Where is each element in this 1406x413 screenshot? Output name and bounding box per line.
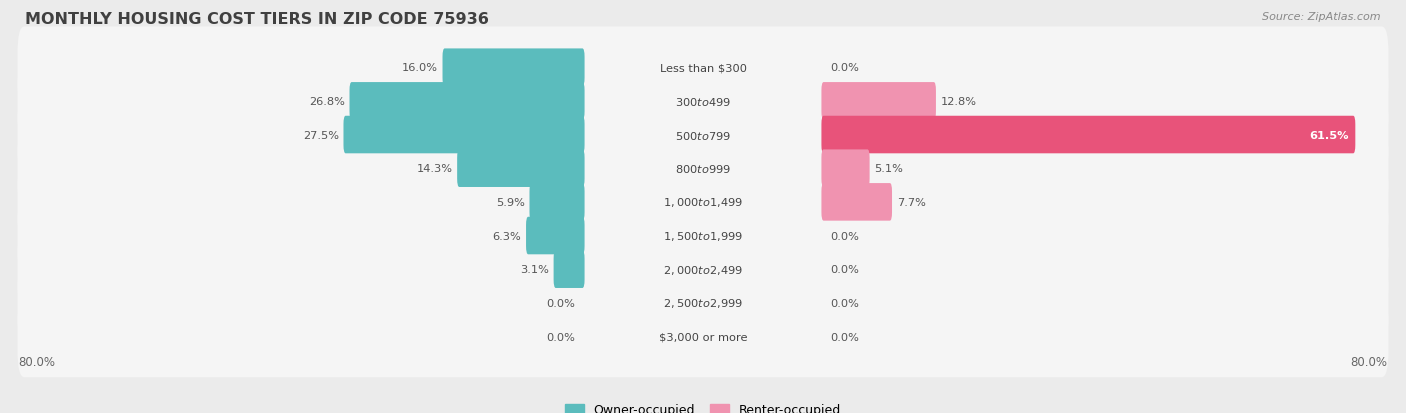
Legend: Owner-occupied, Renter-occupied: Owner-occupied, Renter-occupied <box>565 403 841 413</box>
Text: $500 to $799: $500 to $799 <box>675 129 731 141</box>
Text: 0.0%: 0.0% <box>547 332 575 342</box>
Text: Less than $300: Less than $300 <box>659 63 747 73</box>
FancyBboxPatch shape <box>526 217 585 255</box>
Text: 80.0%: 80.0% <box>1351 355 1388 368</box>
Text: 80.0%: 80.0% <box>18 355 55 368</box>
Text: 14.3%: 14.3% <box>416 164 453 174</box>
FancyBboxPatch shape <box>530 184 585 221</box>
Text: 0.0%: 0.0% <box>831 231 859 241</box>
FancyBboxPatch shape <box>17 229 1389 310</box>
Text: 12.8%: 12.8% <box>941 97 977 107</box>
Text: 0.0%: 0.0% <box>831 332 859 342</box>
Text: $1,000 to $1,499: $1,000 to $1,499 <box>664 196 742 209</box>
Text: 7.7%: 7.7% <box>897 197 925 207</box>
FancyBboxPatch shape <box>443 49 585 87</box>
Text: 0.0%: 0.0% <box>831 298 859 308</box>
Text: $300 to $499: $300 to $499 <box>675 96 731 108</box>
Text: 26.8%: 26.8% <box>309 97 344 107</box>
Text: MONTHLY HOUSING COST TIERS IN ZIP CODE 75936: MONTHLY HOUSING COST TIERS IN ZIP CODE 7… <box>25 12 489 27</box>
Text: 3.1%: 3.1% <box>520 265 548 275</box>
FancyBboxPatch shape <box>17 195 1389 277</box>
FancyBboxPatch shape <box>821 83 936 120</box>
FancyBboxPatch shape <box>17 95 1389 176</box>
FancyBboxPatch shape <box>343 116 585 154</box>
FancyBboxPatch shape <box>17 296 1389 377</box>
Text: 61.5%: 61.5% <box>1309 130 1348 140</box>
Text: $3,000 or more: $3,000 or more <box>659 332 747 342</box>
Text: 5.1%: 5.1% <box>875 164 903 174</box>
FancyBboxPatch shape <box>17 61 1389 142</box>
Text: $1,500 to $1,999: $1,500 to $1,999 <box>664 230 742 242</box>
FancyBboxPatch shape <box>457 150 585 188</box>
FancyBboxPatch shape <box>17 27 1389 109</box>
Text: 0.0%: 0.0% <box>831 265 859 275</box>
Text: 27.5%: 27.5% <box>302 130 339 140</box>
FancyBboxPatch shape <box>821 116 1355 154</box>
Text: 16.0%: 16.0% <box>402 63 437 73</box>
FancyBboxPatch shape <box>17 128 1389 209</box>
FancyBboxPatch shape <box>554 251 585 288</box>
Text: $2,500 to $2,999: $2,500 to $2,999 <box>664 297 742 310</box>
FancyBboxPatch shape <box>821 184 891 221</box>
FancyBboxPatch shape <box>821 150 870 188</box>
Text: 6.3%: 6.3% <box>492 231 522 241</box>
Text: $2,000 to $2,499: $2,000 to $2,499 <box>664 263 742 276</box>
FancyBboxPatch shape <box>17 162 1389 243</box>
FancyBboxPatch shape <box>17 263 1389 344</box>
FancyBboxPatch shape <box>350 83 585 120</box>
Text: 0.0%: 0.0% <box>831 63 859 73</box>
Text: $800 to $999: $800 to $999 <box>675 163 731 175</box>
Text: 0.0%: 0.0% <box>547 298 575 308</box>
Text: 5.9%: 5.9% <box>496 197 524 207</box>
Text: Source: ZipAtlas.com: Source: ZipAtlas.com <box>1263 12 1381 22</box>
